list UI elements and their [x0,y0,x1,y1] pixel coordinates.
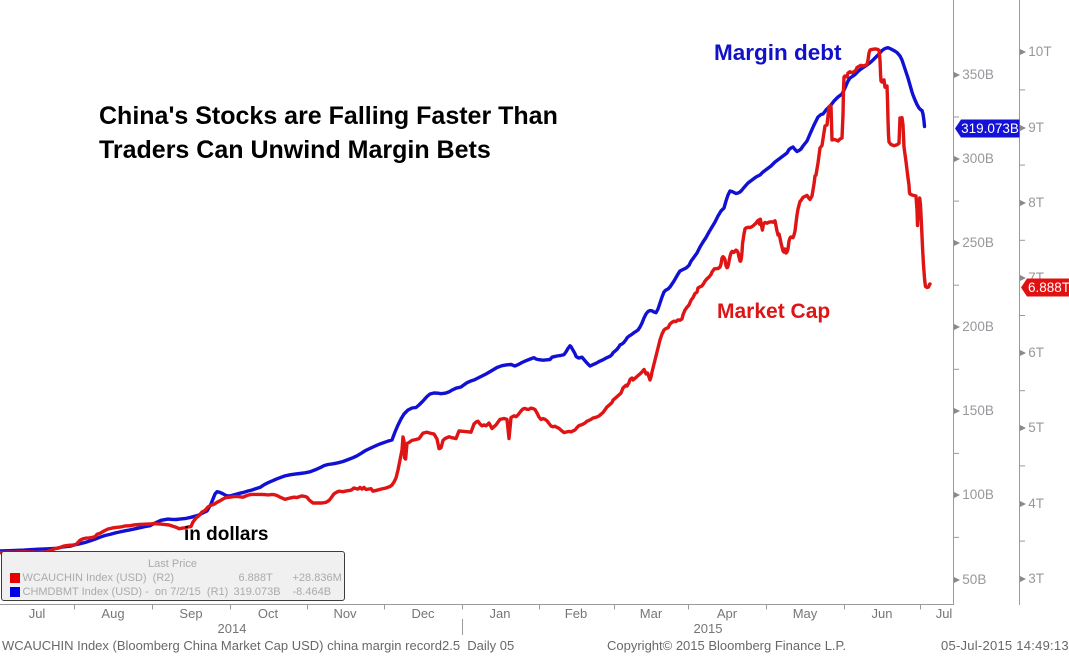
svg-text:319.073B: 319.073B [961,121,1019,136]
svg-text:6.888T: 6.888T [1027,280,1069,295]
